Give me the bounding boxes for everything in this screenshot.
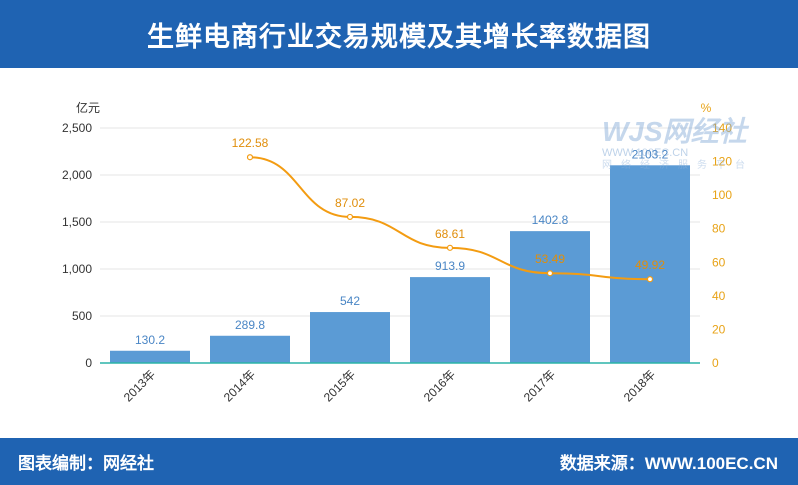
growth-point (446, 244, 454, 251)
bar (410, 277, 490, 363)
y2-tick-label: 100 (712, 188, 732, 202)
growth-data-label: 122.58 (232, 136, 269, 150)
growth-data-label: 68.61 (435, 227, 465, 241)
bar-data-label: 2103.2 (632, 147, 669, 161)
header-bar: 生鲜电商行业交易规模及其增长率数据图 (0, 0, 798, 68)
y-tick-label: 1,000 (62, 262, 92, 276)
bar (310, 312, 390, 363)
growth-data-label: 87.02 (335, 196, 365, 210)
bar-data-label: 1402.8 (532, 213, 569, 227)
watermark-cn: 网络经济服务平台 (602, 160, 754, 171)
chart-area: 0 500 1,000 1,500 2,000 2,500 0 20 40 60 80 100 120 1… (0, 68, 798, 438)
bar (510, 231, 590, 363)
y2-tick-label: 120 (712, 155, 732, 169)
y2-tick-label: 140 (712, 121, 732, 135)
chart-title: 生鲜电商行业交易规模及其增长率数据图 (147, 21, 651, 52)
growth-data-label: 49.92 (635, 258, 665, 272)
bar-data-label: 130.2 (135, 333, 165, 347)
x-tick-label: 2018年 (621, 367, 658, 404)
y-axis-label: 亿元 (76, 100, 100, 115)
watermark-logo: WJS网经社 WWW.100EC.CN 网络经济服务平台 (602, 118, 772, 178)
y2-tick-label: 20 (712, 322, 726, 336)
growth-point (246, 154, 254, 161)
y-tick-label: 2,000 (62, 168, 92, 182)
bar-data-label: 542 (340, 294, 360, 308)
bar-data-label: 289.8 (235, 318, 265, 332)
bar (610, 165, 690, 363)
watermark-main: WJS网经社 (602, 116, 747, 147)
y-tick-label: 2,500 (62, 121, 92, 135)
x-tick-label: 2017年 (521, 367, 558, 404)
y-tick-label: 0 (85, 356, 92, 370)
x-tick-label: 2015年 (321, 367, 358, 404)
bar (210, 335, 290, 363)
y2-tick-label: 60 (712, 255, 726, 269)
bar-data-label: 913.9 (435, 259, 465, 273)
growth-point (546, 270, 554, 277)
x-tick-label: 2016年 (421, 367, 458, 404)
y2-axis-label: % (701, 101, 712, 115)
y-tick-label: 1,500 (62, 215, 92, 229)
y2-tick-label: 80 (712, 222, 726, 236)
footer-credit: 图表编制：网经社 (18, 454, 154, 473)
bar (110, 350, 190, 363)
growth-point (346, 213, 354, 221)
y2-tick-label: 40 (712, 289, 726, 303)
watermark-sub: WWW.100EC.CN (602, 147, 689, 159)
growth-data-label: 53.49 (535, 252, 565, 266)
combo-chart: 0 500 1,000 1,500 2,000 2,500 0 20 40 60 80 100 120 1… (62, 100, 732, 404)
footer-bar: 图表编制：网经社 数据来源：WWW.100EC.CN (0, 438, 798, 485)
growth-point (646, 276, 654, 283)
x-tick-label: 2013年 (121, 367, 158, 404)
footer-source: 数据来源：WWW.100EC.CN (559, 454, 778, 473)
y-tick-label: 500 (72, 309, 92, 323)
y2-tick-label: 0 (712, 356, 719, 370)
x-tick-label: 2014年 (221, 367, 258, 404)
